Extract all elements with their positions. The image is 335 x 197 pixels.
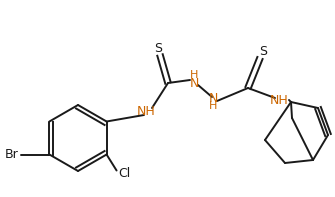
Text: Br: Br bbox=[5, 148, 18, 161]
Text: Cl: Cl bbox=[119, 167, 131, 180]
Text: N: N bbox=[189, 76, 199, 89]
Text: S: S bbox=[154, 42, 162, 55]
Text: N: N bbox=[208, 91, 218, 104]
Text: H: H bbox=[190, 70, 198, 80]
Text: S: S bbox=[259, 45, 267, 58]
Text: NH: NH bbox=[137, 104, 155, 117]
Text: NH: NH bbox=[270, 94, 288, 107]
Text: H: H bbox=[209, 101, 217, 111]
